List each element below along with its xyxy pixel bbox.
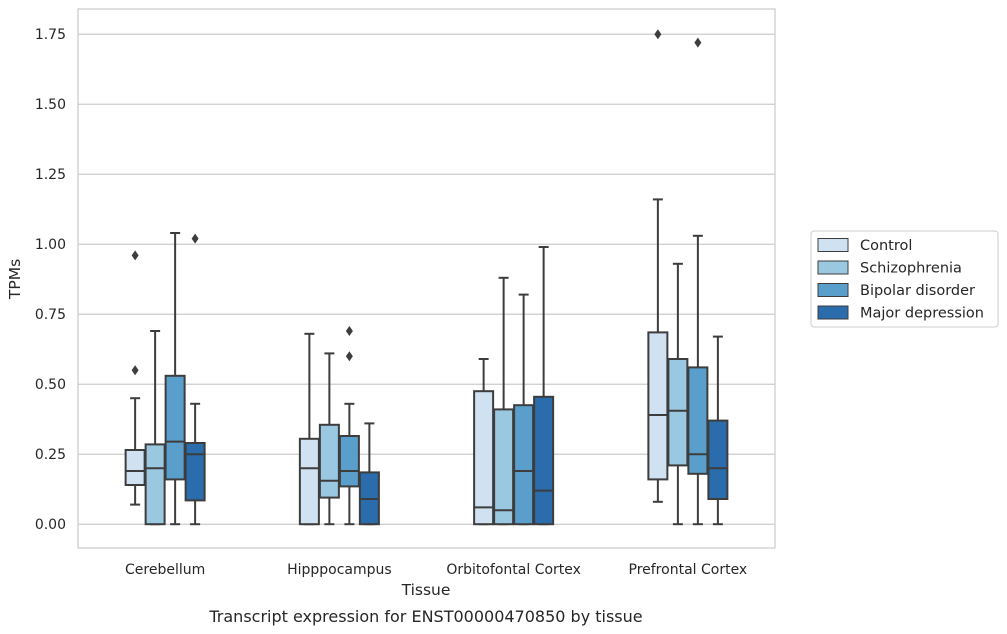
box-3-1 xyxy=(667,262,689,526)
box-3-0 xyxy=(647,29,669,503)
box-1-0 xyxy=(298,332,320,526)
box-iqr xyxy=(164,374,186,481)
box-0-3 xyxy=(184,233,206,526)
y-tick-label: 0.50 xyxy=(35,377,66,393)
box-iqr xyxy=(647,331,669,481)
box-2-2 xyxy=(513,293,535,526)
box-iqr xyxy=(184,442,206,502)
box-iqr xyxy=(667,358,689,467)
outlier-point xyxy=(131,365,139,376)
box-1-1 xyxy=(318,352,340,526)
y-tick-label: 1.00 xyxy=(35,237,66,253)
outlier-point xyxy=(191,233,199,244)
box-0-0 xyxy=(124,250,146,506)
legend: Control Schizophrenia Bipolar disorder Majo… xyxy=(810,230,999,328)
box-0-2 xyxy=(164,232,186,526)
legend-label: Control xyxy=(860,238,912,254)
legend-swatch xyxy=(817,238,849,252)
box-iqr xyxy=(707,419,729,501)
outlier-point xyxy=(131,250,139,261)
legend-frame xyxy=(810,230,999,328)
box-3-3 xyxy=(707,335,729,526)
legend-label: Major depression xyxy=(860,306,984,322)
box-iqr xyxy=(318,423,340,499)
outlier-point xyxy=(345,326,353,336)
box-iqr xyxy=(124,449,146,486)
x-tick-labels: Cerebellum Hipppocampus Orbitofontal Corte… xyxy=(125,562,747,578)
plot-frame xyxy=(77,8,776,549)
x-tick-label: Hipppocampus xyxy=(287,562,392,578)
box-iqr xyxy=(144,443,166,526)
outlier-point xyxy=(345,351,353,362)
legend-swatch xyxy=(817,260,849,275)
box-iqr xyxy=(298,437,320,526)
y-tick-label: 0.00 xyxy=(35,517,66,533)
outlier-point xyxy=(694,37,702,48)
x-axis-label: Tissue xyxy=(401,581,451,599)
x-tick-label: Cerebellum xyxy=(125,562,205,578)
box-2-0 xyxy=(473,358,495,526)
y-tick-labels: 0.00 0.25 0.50 0.75 1.00 1.25 1.50 1.75 xyxy=(35,27,66,533)
x-tick-label: Orbitofontal Cortex xyxy=(446,562,581,578)
box-1-3 xyxy=(358,422,380,526)
x-tick-label: Prefrontal Cortex xyxy=(629,562,748,578)
box-iqr xyxy=(687,366,709,475)
box-iqr xyxy=(338,435,360,488)
outlier-point xyxy=(654,29,662,40)
y-tick-label: 1.25 xyxy=(35,167,66,183)
box-iqr xyxy=(533,395,555,526)
box-iqr xyxy=(493,408,515,526)
legend-label: Schizophrenia xyxy=(860,261,962,277)
box-2-3 xyxy=(533,246,555,526)
y-axis-label: TPMs xyxy=(6,259,24,300)
box-0-1 xyxy=(144,330,166,526)
box-3-2 xyxy=(687,37,709,526)
y-tick-label: 0.75 xyxy=(35,307,66,323)
legend-swatch xyxy=(817,305,849,320)
chart-caption: Transcript expression for ENST0000047085… xyxy=(208,607,642,626)
box-iqr xyxy=(513,404,535,526)
boxes-layer xyxy=(124,29,729,526)
y-tick-label: 1.50 xyxy=(35,97,66,113)
y-tick-label: 0.25 xyxy=(35,447,66,463)
box-1-2 xyxy=(338,326,360,526)
y-tick-label: 1.75 xyxy=(35,27,66,43)
box-iqr xyxy=(473,390,495,526)
legend-swatch xyxy=(817,283,849,297)
legend-label: Bipolar disorder xyxy=(860,283,975,299)
